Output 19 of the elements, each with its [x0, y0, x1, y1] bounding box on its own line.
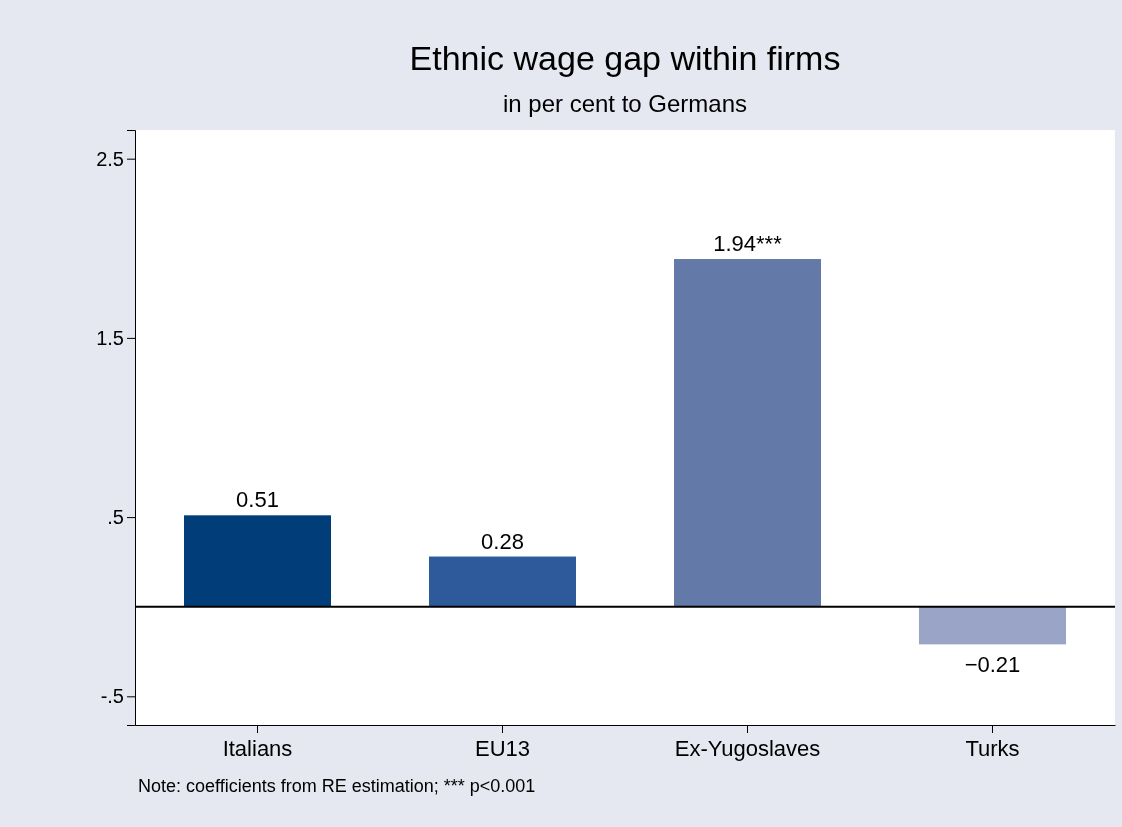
data-label: 0.51 — [236, 487, 279, 513]
data-label: 1.94*** — [713, 231, 783, 257]
text: Note: coefficients from RE estimation; *** p<0.001 — [138, 776, 536, 796]
bar — [429, 556, 576, 607]
y-tick-label: .5 — [107, 506, 124, 529]
chart-title: Ethnic wage gap within firms — [409, 39, 841, 77]
bar — [184, 515, 331, 607]
bar — [919, 606, 1066, 645]
data-label: 0.28 — [481, 528, 524, 554]
chart-subtitle: in per cent to Germans — [502, 90, 748, 117]
data-label: −0.21 — [964, 652, 1021, 678]
x-tick-label: Turks — [965, 735, 1020, 761]
y-tick-label: 2.5 — [96, 147, 124, 170]
x-tick-label: Italians — [222, 735, 293, 761]
bar — [674, 259, 821, 607]
x-tick-label: EU13 — [474, 735, 531, 761]
x-tick-label: Ex-Yugoslaves — [674, 735, 821, 761]
y-tick-label: 1.5 — [96, 326, 124, 349]
y-tick-label: -.5 — [100, 685, 124, 708]
